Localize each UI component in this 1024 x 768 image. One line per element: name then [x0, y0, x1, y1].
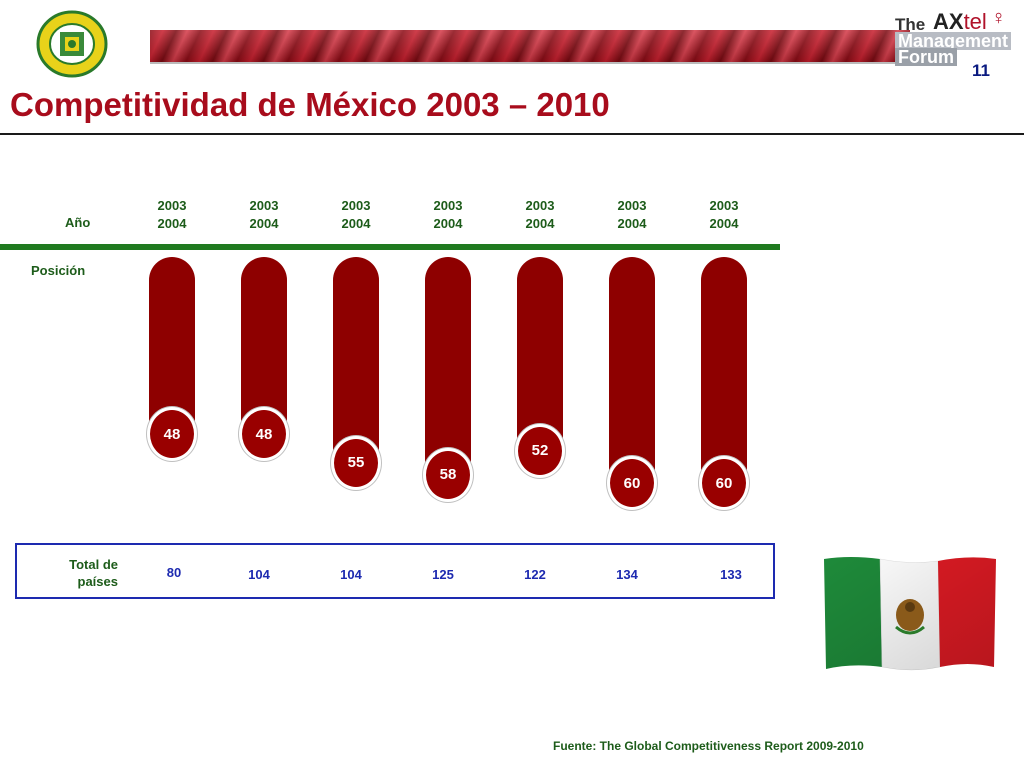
- year-label-line2: 2004: [617, 216, 647, 231]
- year-label: 2003 2004: [234, 197, 294, 233]
- brand-tel: tel: [963, 9, 987, 34]
- year-label-line1: 2003: [617, 198, 647, 213]
- year-label: 2003 2004: [510, 197, 570, 233]
- brand-forum: Forum: [895, 48, 957, 66]
- total-countries-label: Total de países: [50, 556, 118, 590]
- total-countries-value: 104: [248, 567, 270, 582]
- year-label-line2: 2004: [341, 216, 371, 231]
- total-countries-value: 80: [166, 565, 182, 580]
- position-value-label: 60: [699, 456, 749, 510]
- total-countries-value: 125: [432, 567, 454, 582]
- position-row-label: Posición: [31, 263, 86, 278]
- year-label-line2: 2004: [157, 216, 187, 231]
- year-label-line2: 2004: [433, 216, 463, 231]
- year-label: 2003 2004: [326, 197, 386, 233]
- year-label-line1: 2003: [157, 198, 187, 213]
- year-divider: [0, 244, 780, 250]
- position-value-label: 48: [239, 407, 289, 462]
- year-label-line1: 2003: [433, 198, 463, 213]
- year-label-line1: 2003: [709, 198, 739, 213]
- figure-icon: ♀: [991, 7, 1006, 29]
- brand-ax: AX: [933, 9, 964, 34]
- position-value-label: 48: [147, 407, 197, 462]
- year-label: 2003 2004: [602, 197, 662, 233]
- total-countries-value: 134: [616, 567, 638, 582]
- year-row-label: Año: [65, 215, 91, 230]
- position-value-label: 60: [607, 456, 657, 510]
- year-label: 2003 2004: [142, 197, 202, 233]
- total-label-line1: Total de: [69, 557, 118, 572]
- year-label-line1: 2003: [525, 198, 555, 213]
- decorative-banner: [150, 30, 910, 64]
- position-value-label: 55: [331, 435, 381, 490]
- year-label-line1: 2003: [249, 198, 279, 213]
- position-value-label: 52: [515, 423, 565, 478]
- year-label-line1: 2003: [341, 198, 371, 213]
- page-title: Competitividad de México 2003 – 2010: [10, 86, 610, 123]
- axtel-management-forum-logo: The AXtel ♀ Management Forum: [895, 5, 1020, 66]
- total-countries-value: 104: [340, 567, 362, 582]
- totals-box: [15, 543, 775, 599]
- year-label-line2: 2004: [525, 216, 555, 231]
- total-countries-value: 122: [524, 567, 546, 582]
- year-label-line2: 2004: [249, 216, 279, 231]
- source-note: Fuente: The Global Competitiveness Repor…: [553, 739, 864, 753]
- brand-management: Management: [895, 32, 1012, 50]
- total-countries-value: 133: [720, 567, 742, 582]
- year-label: 2003 2004: [694, 197, 754, 233]
- total-label-line2: países: [77, 574, 118, 589]
- title-divider: [0, 133, 1024, 135]
- position-value-label: 58: [423, 447, 473, 502]
- slide-number: 11: [972, 61, 990, 80]
- university-seal-logo: [36, 10, 108, 78]
- year-label: 2003 2004: [418, 197, 478, 233]
- year-label-line2: 2004: [709, 216, 739, 231]
- mexico-flag-image: [824, 557, 996, 671]
